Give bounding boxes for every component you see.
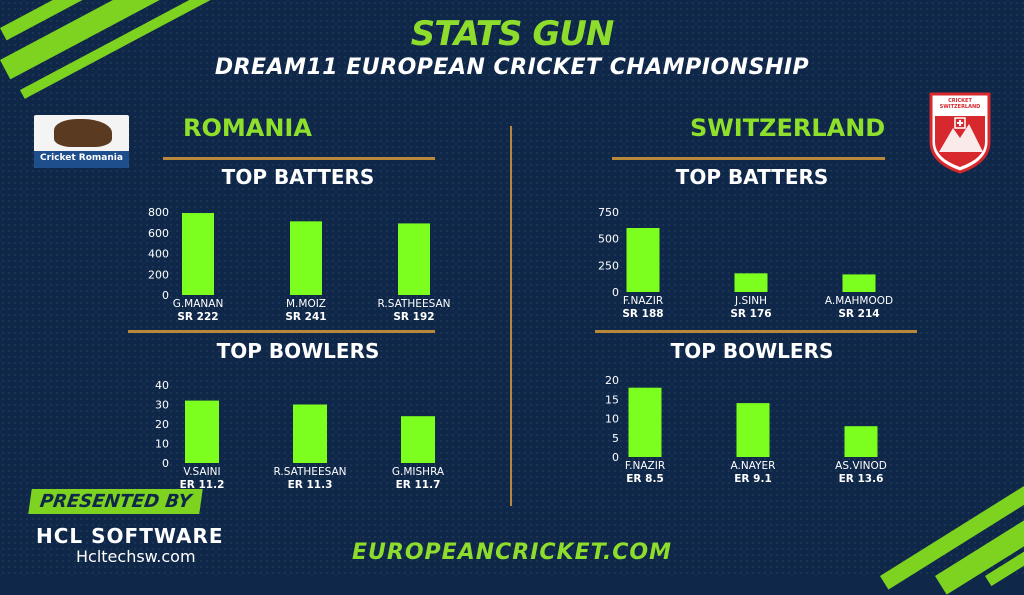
x-category-label: G.MISHRA [392, 466, 445, 478]
y-tick-label: 800 [148, 206, 169, 219]
x-category-label: A.MAHMOOD [825, 295, 893, 307]
switzerland-logo-text: CRICKET SWITZERLAND [939, 98, 981, 110]
x-category-label: R.SATHEESAN [274, 466, 347, 478]
cricket-romania-logo: Cricket Romania [34, 115, 129, 168]
rule-switzerland-mid [595, 330, 917, 333]
y-tick-label: 600 [148, 227, 169, 240]
y-tick-label: 10 [155, 438, 169, 451]
rate-label: ER 9.1 [734, 473, 772, 485]
rate-label: SR 222 [177, 311, 218, 323]
x-category-label: F.NAZIR [623, 295, 663, 307]
center-divider [510, 126, 512, 506]
rate-label: SR 214 [838, 308, 879, 320]
rate-label: ER 11.2 [180, 479, 225, 491]
rule-romania-mid [128, 330, 435, 333]
y-tick-label: 500 [598, 233, 619, 246]
y-tick-label: 0 [612, 451, 619, 464]
bar [182, 213, 214, 295]
rate-label: ER 11.7 [396, 479, 441, 491]
header-subtitle: DREAM11 EUROPEAN CRICKET CHAMPIONSHIP [214, 55, 810, 80]
romania-bowlers-title: TOP BOWLERS [216, 339, 380, 363]
rate-label: SR 241 [285, 311, 326, 323]
y-tick-label: 5 [612, 432, 619, 445]
bar [842, 274, 876, 292]
rule-romania-top [163, 157, 435, 160]
bar [293, 404, 327, 463]
y-tick-label: 0 [612, 286, 619, 299]
bear-icon [54, 119, 112, 147]
y-tick-label: 20 [605, 374, 619, 387]
y-tick-label: 10 [605, 413, 619, 426]
y-tick-label: 250 [598, 259, 619, 272]
x-category-label: M.MOIZ [286, 298, 326, 310]
bar [185, 400, 219, 463]
rule-switzerland-top [612, 157, 885, 160]
sponsor-url[interactable]: Hcltechsw.com [76, 547, 196, 566]
rate-label: SR 188 [622, 308, 663, 320]
y-tick-label: 15 [605, 393, 619, 406]
logo-band [34, 151, 129, 168]
rate-label: ER 11.3 [288, 479, 333, 491]
y-tick-label: 0 [162, 289, 169, 302]
bar [844, 426, 878, 457]
romania-batters-title: TOP BATTERS [221, 165, 375, 189]
rate-label: SR 176 [730, 308, 771, 320]
y-tick-label: 400 [148, 248, 169, 261]
x-category-label: V.SAINI [183, 466, 220, 478]
team-name-romania: ROMANIA [183, 114, 312, 142]
x-category-label: G.MANAN [173, 298, 224, 310]
rate-label: ER 13.6 [839, 473, 884, 485]
rate-label: SR 192 [393, 311, 434, 323]
bar [628, 387, 662, 457]
bar [736, 403, 770, 457]
x-category-label: A.NAYER [731, 460, 776, 472]
sponsor-name: HCL SOFTWARE [36, 524, 224, 548]
x-category-label: F.NAZIR [625, 460, 665, 472]
switzerland-bowlers-title: TOP BOWLERS [670, 339, 834, 363]
x-category-label: R.SATHEESAN [378, 298, 451, 310]
x-category-label: AS.VINOD [835, 460, 887, 472]
bar [398, 223, 430, 295]
cricket-switzerland-logo [929, 92, 991, 174]
y-tick-label: 40 [155, 379, 169, 392]
y-tick-label: 30 [155, 399, 169, 412]
y-tick-label: 200 [148, 268, 169, 281]
bar [290, 221, 322, 295]
bar [401, 416, 435, 463]
y-tick-label: 20 [155, 418, 169, 431]
presented-by-badge: PRESENTED BY [28, 489, 203, 514]
y-tick-label: 750 [598, 206, 619, 219]
x-category-label: J.SINH [734, 295, 767, 307]
site-url[interactable]: EUROPEANCRICKET.COM [352, 540, 672, 565]
bar [734, 273, 768, 292]
switzerland-batters-title: TOP BATTERS [675, 165, 829, 189]
header-title: STATS GUN [410, 14, 615, 54]
y-tick-label: 0 [162, 457, 169, 470]
team-name-switzerland: SWITZERLAND [690, 114, 886, 142]
rate-label: ER 8.5 [626, 473, 664, 485]
bar [626, 228, 660, 292]
romania-logo-text: Cricket Romania [40, 153, 123, 163]
